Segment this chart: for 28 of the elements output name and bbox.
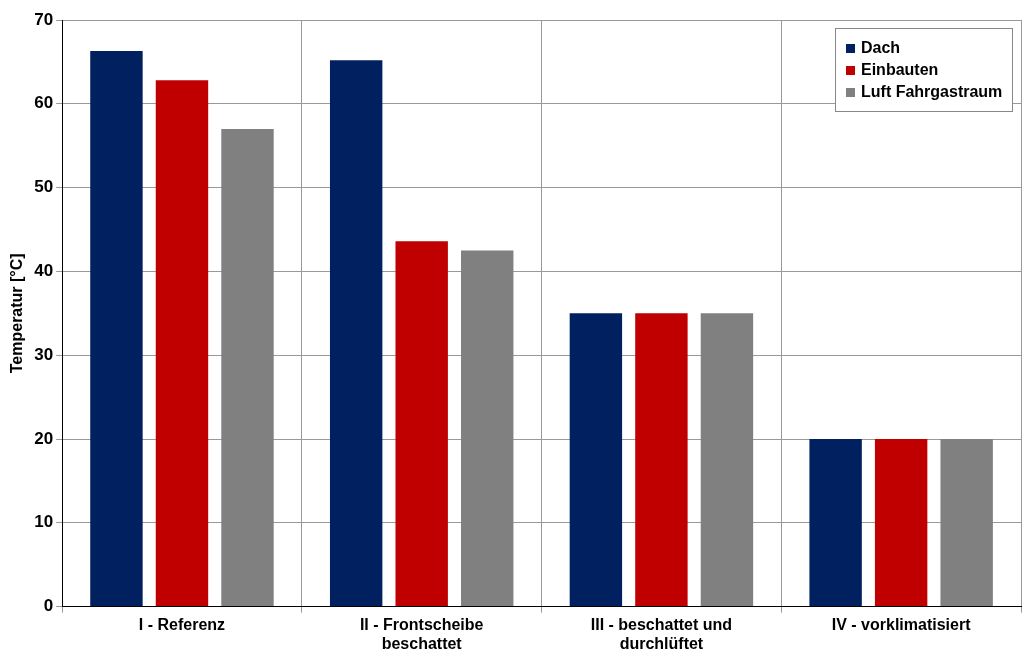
- legend-label: Einbauten: [860, 61, 940, 79]
- bar: [569, 313, 623, 607]
- bar: [329, 60, 383, 607]
- bar: [874, 439, 928, 607]
- y-tick-label: 30: [34, 344, 54, 364]
- bar: [635, 313, 688, 607]
- bar: [809, 439, 862, 607]
- bar: [940, 439, 993, 607]
- y-tick-label: 20: [34, 428, 54, 448]
- x-tick-label: III - beschattet und durchlüftet: [590, 615, 733, 652]
- x-tick-label: I - Referenz: [138, 615, 226, 633]
- bar: [221, 128, 274, 607]
- bar: [90, 51, 143, 607]
- bar: [395, 241, 448, 607]
- y-tick-label: 10: [34, 512, 54, 532]
- y-tick-label: 50: [34, 177, 54, 197]
- x-tick-label: II - Frontscheibe beschattet: [359, 615, 484, 652]
- bar: [155, 80, 209, 607]
- y-tick-label: 60: [34, 93, 54, 113]
- x-tick-label: IV - vorklimatisiert: [831, 615, 972, 633]
- y-tick-label: 0: [43, 596, 54, 616]
- legend-label: Luft Fahrgastraum: [860, 83, 1003, 101]
- y-tick-label: 40: [34, 261, 54, 281]
- y-axis-title: Temperatur [°C]: [8, 253, 26, 374]
- legend-label: Dach: [860, 39, 902, 57]
- y-tick-label: 70: [34, 9, 54, 29]
- bar: [461, 250, 514, 607]
- bar: [700, 313, 754, 607]
